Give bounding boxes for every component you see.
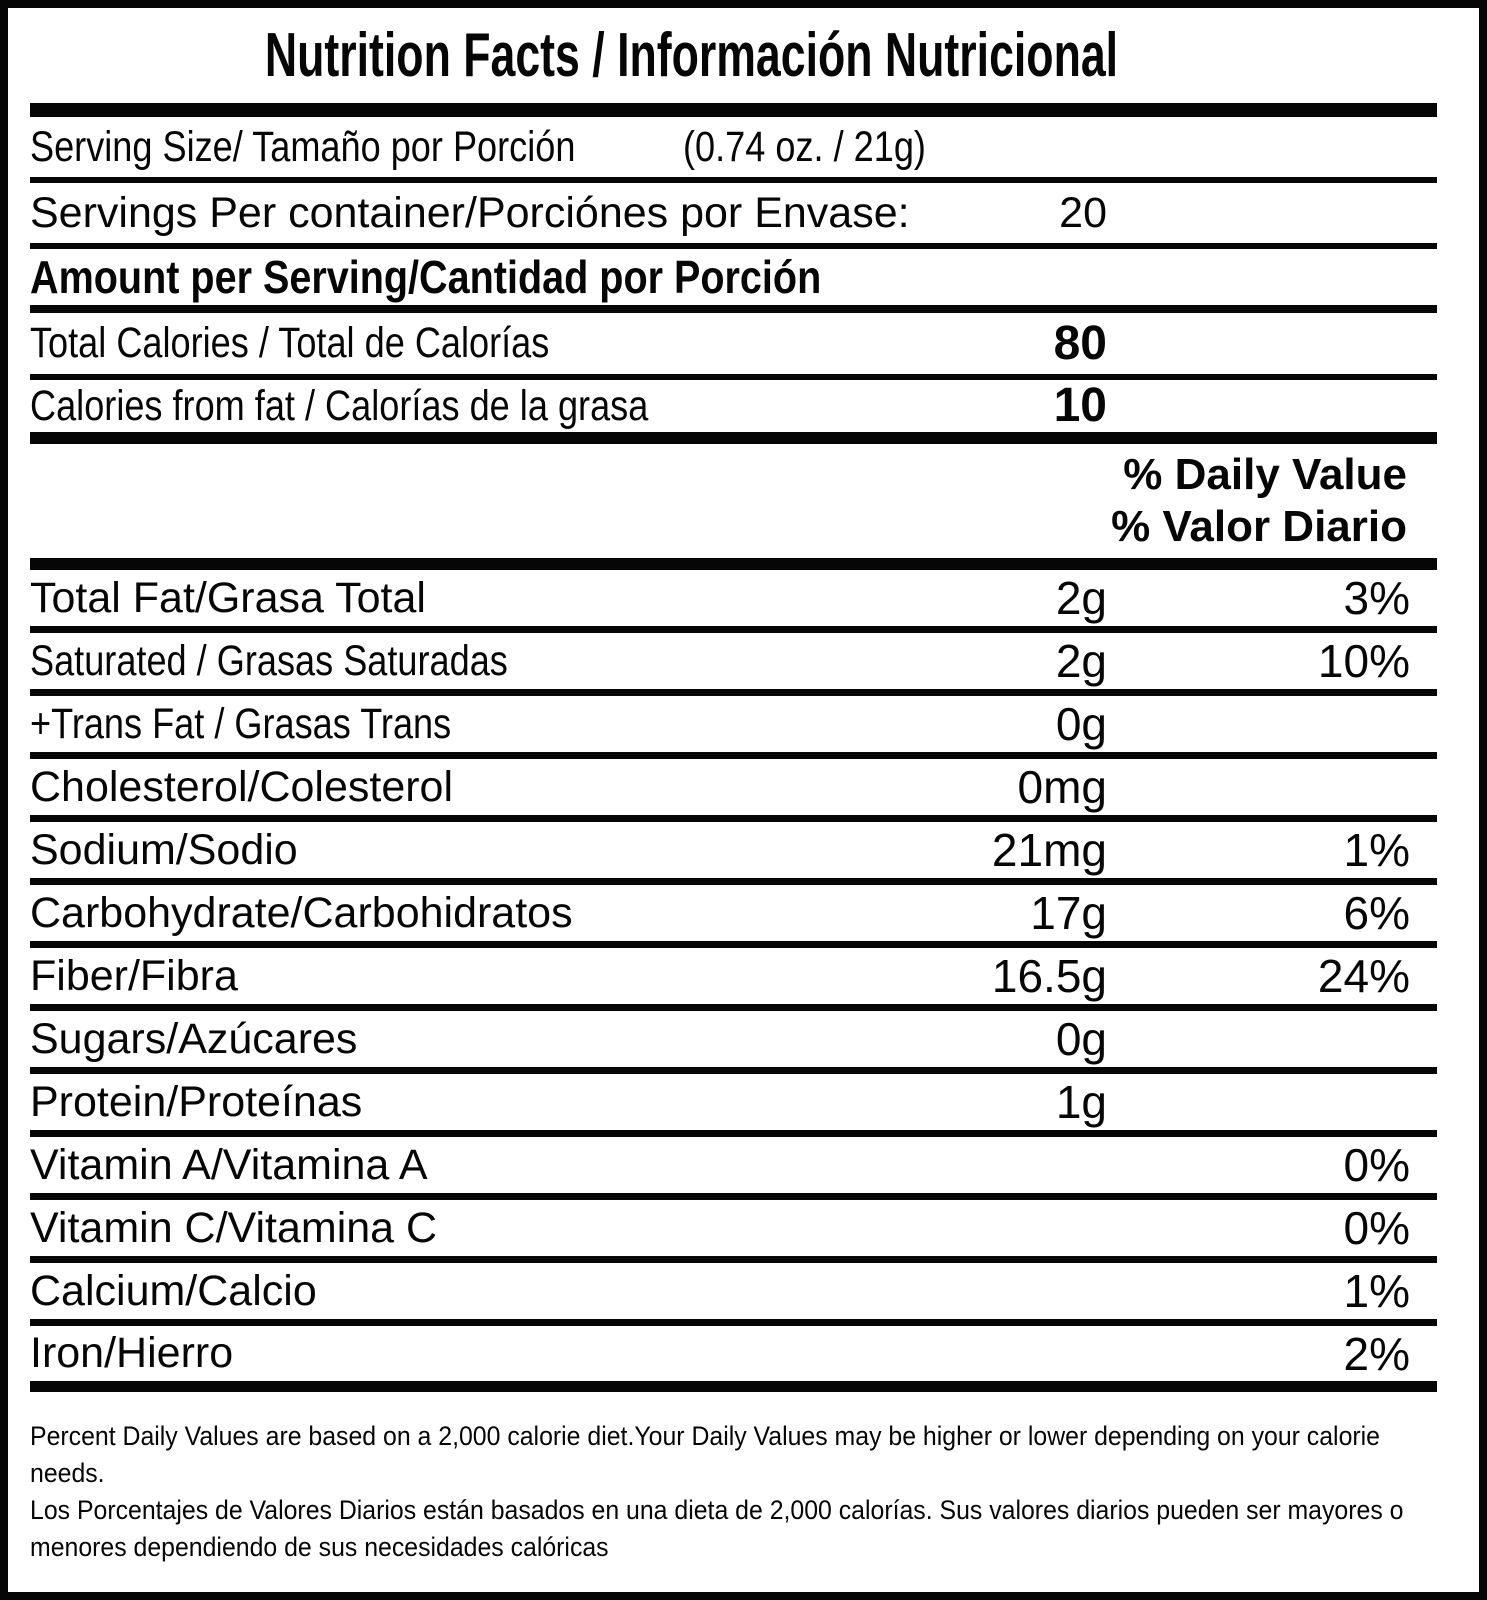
nutrient-label: Calcium/Calcio	[30, 1266, 317, 1315]
daily-value-header-english: % Daily Value	[1123, 449, 1407, 499]
footnote-spanish: Los Porcentajes de Valores Diarios están…	[30, 1495, 1404, 1562]
nutrient-label: Iron/Hierro	[30, 1329, 234, 1377]
nutrient-amount: 2g	[1055, 572, 1107, 624]
nutrient-row-calcium: Calcium/Calcio 1%	[30, 1263, 1437, 1326]
nutrient-dv: 10%	[1317, 635, 1410, 687]
nutrient-dv: 24%	[1317, 950, 1410, 1002]
total-calories-label: Total Calories / Total de Calorías	[30, 319, 550, 367]
nutrient-row-sugars: Sugars/Azúcares 0g	[30, 1011, 1437, 1074]
label-title-row: Nutrition Facts / Información Nutriciona…	[30, 8, 1437, 103]
nutrient-label: Vitamin C/Vitamina C	[30, 1203, 438, 1252]
nutrient-dv: 2%	[1343, 1327, 1410, 1380]
nutrient-label: Cholesterol/Colesterol	[30, 762, 454, 811]
nutrient-dv: 0%	[1343, 1202, 1410, 1254]
serving-size-value: (0.74 oz. / 21g)	[683, 122, 927, 171]
nutrient-label: Fiber/Fibra	[30, 951, 238, 1000]
calories-from-fat-label: Calories from fat / Calorías de la grasa	[30, 381, 649, 430]
serving-size-label: Serving Size/ Tamaño por Porción	[30, 122, 576, 171]
nutrient-amount: 21mg	[991, 824, 1107, 876]
nutrient-amount: 2g	[1055, 635, 1107, 687]
nutrient-amount: 1g	[1055, 1076, 1107, 1128]
nutrient-row-saturated-fat: Saturated / Grasas Saturadas 2g 10%	[30, 633, 1437, 696]
amount-per-serving-header-row: Amount per Serving/Cantidad por Porción	[30, 249, 1437, 313]
nutrient-row-vitamin-a: Vitamin A/Vitamina A 0%	[30, 1137, 1437, 1200]
nutrient-row-vitamin-c: Vitamin C/Vitamina C 0%	[30, 1200, 1437, 1263]
servings-per-container-row: Servings Per container/Porciónes por Env…	[30, 183, 1437, 249]
servings-per-container-label: Servings Per container/Porciónes por Env…	[30, 188, 910, 237]
nutrient-amount: 16.5g	[991, 950, 1107, 1002]
nutrient-row-iron: Iron/Hierro 2%	[30, 1326, 1437, 1392]
calories-from-fat-row: Calories from fat / Calorías de la grasa…	[30, 380, 1437, 444]
nutrient-row-protein: Protein/Proteínas 1g	[30, 1074, 1437, 1137]
nutrient-amount: 0g	[1055, 698, 1107, 750]
nutrient-amount: 0g	[1055, 1013, 1107, 1065]
footnote-english: Percent Daily Values are based on a 2,00…	[30, 1421, 1380, 1488]
nutrient-row-cholesterol: Cholesterol/Colesterol 0mg	[30, 759, 1437, 822]
nutrient-label: Saturated / Grasas Saturadas	[30, 636, 508, 685]
nutrient-amount: 0mg	[1017, 761, 1107, 813]
total-calories-value: 80	[1053, 316, 1107, 370]
nutrient-label: Vitamin A/Vitamina A	[30, 1140, 428, 1189]
nutrient-label: Carbohydrate/Carbohidratos	[30, 888, 573, 937]
nutrient-dv: 6%	[1343, 887, 1410, 939]
nutrient-row-trans-fat: +Trans Fat / Grasas Trans 0g	[30, 696, 1437, 759]
nutrient-row-fiber: Fiber/Fibra 16.5g 24%	[30, 948, 1437, 1011]
daily-value-header: % Daily Value % Valor Diario	[30, 444, 1437, 570]
nutrient-label: Protein/Proteínas	[30, 1077, 363, 1126]
nutrient-dv: 1%	[1343, 824, 1410, 876]
nutrient-row-carbohydrate: Carbohydrate/Carbohidratos 17g 6%	[30, 885, 1437, 948]
nutrient-label: Total Fat/Grasa Total	[30, 573, 426, 622]
total-calories-row: Total Calories / Total de Calorías 80	[30, 313, 1437, 380]
title-divider-bar	[30, 103, 1437, 117]
amount-per-serving-header: Amount per Serving/Cantidad por Porción	[30, 251, 822, 303]
footnotes-section: Percent Daily Values are based on a 2,00…	[30, 1392, 1437, 1566]
nutrient-label: Sodium/Sodio	[30, 825, 298, 874]
nutrient-amount: 17g	[1030, 887, 1107, 939]
nutrient-dv: 0%	[1343, 1139, 1410, 1191]
calories-from-fat-value: 10	[1053, 379, 1107, 432]
daily-value-header-spanish: % Valor Diario	[1111, 502, 1407, 552]
nutrient-dv: 3%	[1343, 572, 1410, 624]
nutrient-label: +Trans Fat / Grasas Trans	[30, 699, 452, 748]
servings-per-container-value: 20	[1059, 188, 1107, 237]
nutrient-label: Sugars/Azúcares	[30, 1014, 358, 1063]
nutrient-row-sodium: Sodium/Sodio 21mg 1%	[30, 822, 1437, 885]
nutrient-dv: 1%	[1343, 1265, 1410, 1317]
label-title: Nutrition Facts / Información Nutriciona…	[264, 21, 1119, 90]
nutrient-row-total-fat: Total Fat/Grasa Total 2g 3%	[30, 570, 1437, 633]
serving-size-row: Serving Size/ Tamaño por Porción (0.74 o…	[30, 117, 1437, 183]
